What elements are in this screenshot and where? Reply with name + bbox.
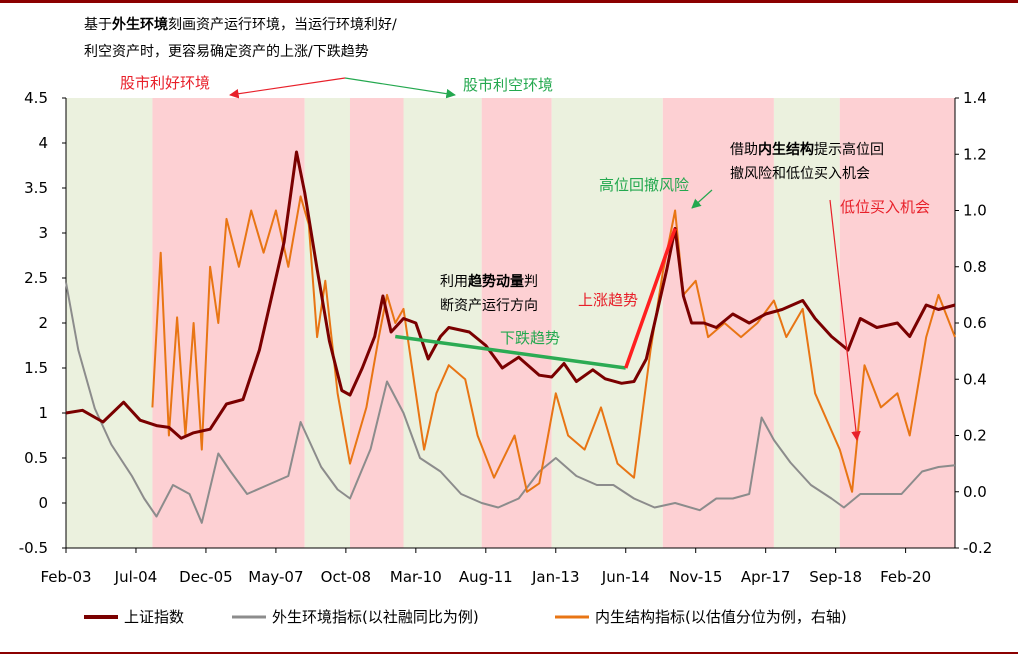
y-left-tick-label-1: 0 — [38, 494, 48, 512]
y-right-tick-label-0: -0.2 — [963, 539, 992, 557]
bull-env-arrow — [229, 77, 346, 99]
region-1 — [152, 98, 305, 548]
structure-note-line2: 撤风险和低位买入机会 — [730, 166, 870, 182]
structure-note-line1-part-1: 内生结构 — [758, 141, 814, 158]
exogenous-note-line2: 利空资产时，更容易确定资产的上涨/下跌趋势 — [84, 43, 369, 60]
exogenous-note-line1-part-2: 刻画资产运行环境，当运行环境利好/ — [168, 17, 397, 33]
exogenous-note-line1-part-1: 外生环境 — [112, 16, 168, 33]
y-right-tick-label-1: 0.0 — [963, 483, 987, 501]
x-tick-label-3: May-07 — [248, 568, 303, 586]
y-right-tick-label-3: 0.4 — [963, 370, 987, 388]
y-right-tick-label-6: 1.0 — [963, 202, 987, 220]
x-tick-label-8: Jun-14 — [601, 568, 650, 586]
momentum-note-line1-part-2: 判 — [524, 274, 538, 290]
pullback-risk-label: 高位回撤风险 — [599, 176, 689, 194]
x-tick-label-4: Oct-08 — [321, 568, 371, 586]
y-right-tick-label-7: 1.2 — [963, 145, 987, 163]
exogenous-note-line1-part-0: 基于 — [84, 16, 112, 33]
y-right-tick-label-4: 0.6 — [963, 314, 987, 332]
x-tick-label-9: Nov-15 — [669, 568, 722, 586]
y-left-tick-label-3: 1 — [38, 404, 48, 422]
trend-line-1 — [624, 227, 677, 369]
y-right-tick-label-5: 0.8 — [963, 258, 987, 276]
y-left-tick-label-9: 4 — [38, 134, 48, 152]
trend-line-0 — [395, 334, 626, 370]
series-line-2 — [151, 195, 956, 493]
bear-env-arrow — [344, 77, 456, 99]
legend-label-0: 上证指数 — [124, 608, 184, 626]
y-left-tick-label-8: 3.5 — [24, 179, 48, 197]
y-left-tick-label-5: 2 — [38, 314, 48, 332]
y-left-tick-label-4: 1.5 — [24, 359, 48, 377]
structure-note-line1: 借助内生结构提示高位回 — [730, 141, 884, 158]
x-tick-label-11: Sep-18 — [809, 568, 862, 586]
momentum-note-line1-part-1: 趋势动量 — [468, 273, 524, 290]
series-line-0 — [65, 150, 956, 440]
legend-label-1: 外生环境指标(以社融同比为例) — [272, 608, 479, 626]
region-8 — [773, 98, 840, 548]
y-left-tick-label-2: 0.5 — [24, 449, 48, 467]
region-0 — [66, 98, 153, 548]
series-line-1 — [65, 282, 956, 524]
momentum-note-line1-part-0: 利用 — [440, 274, 468, 290]
top-rule — [0, 0, 1018, 3]
structure-note-line1-part-0: 借助 — [730, 142, 758, 158]
y-right-tick-label-2: 0.2 — [963, 427, 987, 445]
exogenous-note-line1: 基于外生环境刻画资产运行环境，当运行环境利好/ — [84, 16, 397, 33]
structure-note-line1-part-2: 提示高位回 — [814, 141, 884, 158]
y-left-tick-label-10: 4.5 — [24, 89, 48, 107]
buy-opportunity-arrow — [829, 199, 861, 441]
x-tick-label-10: Apr-17 — [741, 568, 791, 586]
bull-env-label: 股市利好环境 — [120, 74, 210, 92]
y-right-tick-label-8: 1.4 — [963, 89, 987, 107]
y-left-tick-label-0: -0.5 — [19, 539, 48, 557]
region-7 — [662, 98, 774, 548]
up-trend-label: 上涨趋势 — [578, 291, 638, 309]
x-tick-label-12: Feb-20 — [880, 568, 931, 586]
x-tick-label-1: Jul-04 — [114, 568, 158, 586]
legend-label-2: 内生结构指标(以估值分位为例，右轴) — [595, 608, 847, 626]
bottom-rule — [0, 652, 1018, 654]
buy-opportunity-label: 低位买入机会 — [840, 198, 930, 216]
bear-env-label: 股市利空环境 — [463, 76, 553, 94]
x-tick-label-5: Mar-10 — [390, 568, 442, 586]
region-5 — [481, 98, 552, 548]
x-tick-label-0: Feb-03 — [40, 568, 91, 586]
down-trend-label: 下跌趋势 — [500, 329, 560, 347]
x-tick-label-6: Aug-11 — [459, 568, 513, 586]
x-tick-label-2: Dec-05 — [179, 568, 233, 586]
momentum-note-line1: 利用趋势动量判 — [440, 273, 538, 290]
momentum-note-line2: 断资产运行方向 — [440, 298, 538, 314]
region-6 — [551, 98, 663, 548]
x-tick-label-7: Jan-13 — [531, 568, 580, 586]
y-left-tick-label-6: 2.5 — [24, 269, 48, 287]
pullback-risk-arrow — [691, 189, 713, 209]
y-left-tick-label-7: 3 — [38, 224, 48, 242]
